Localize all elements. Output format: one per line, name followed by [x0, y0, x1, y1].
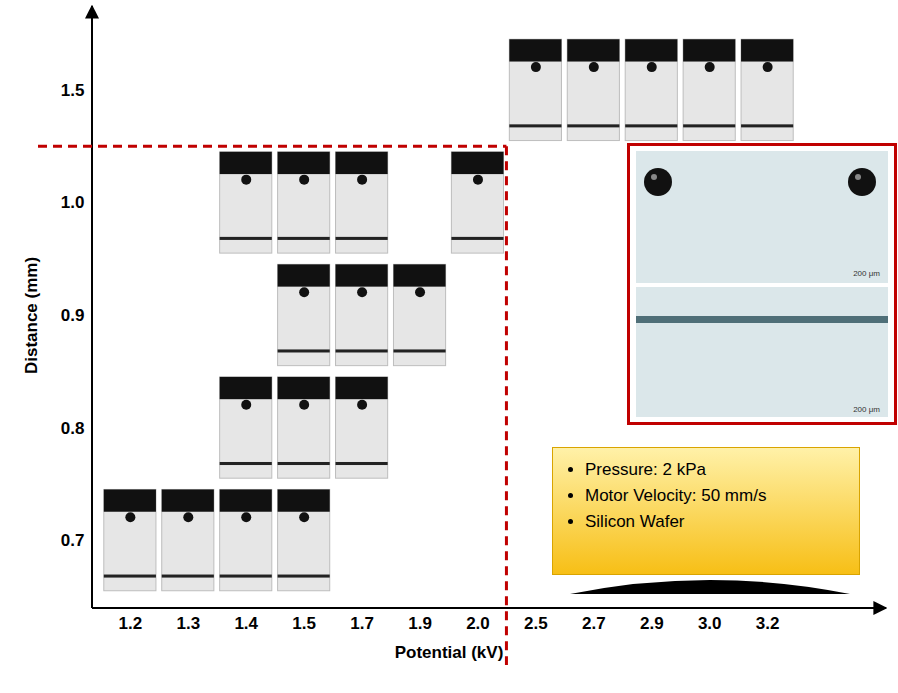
html-text:Silicon Wafer: Silicon Wafer: [585, 512, 685, 531]
svg-text:1.0: 1.0: [61, 193, 85, 212]
svg-text:2.0: 2.0: [466, 614, 490, 633]
svg-text:2.9: 2.9: [640, 614, 664, 633]
svg-text:200 μm: 200 μm: [853, 269, 880, 278]
svg-text:1.5: 1.5: [61, 81, 85, 100]
svg-text:1.2: 1.2: [119, 614, 143, 633]
svg-text:200 μm: 200 μm: [853, 405, 880, 414]
svg-text:Potential (kV): Potential (kV): [395, 643, 504, 662]
svg-text:1.9: 1.9: [408, 614, 432, 633]
svg-text:1.5: 1.5: [292, 614, 316, 633]
svg-text:0.9: 0.9: [61, 306, 85, 325]
svg-text:0.7: 0.7: [61, 531, 85, 550]
svg-text:1.7: 1.7: [350, 614, 374, 633]
svg-text:Distance (mm): Distance (mm): [22, 257, 41, 374]
html-text:Pressure: 2 kPa: Pressure: 2 kPa: [585, 460, 706, 479]
svg-text:3.0: 3.0: [698, 614, 722, 633]
svg-text:2.5: 2.5: [524, 614, 548, 633]
svg-text:2.7: 2.7: [582, 614, 606, 633]
svg-text:1.3: 1.3: [176, 614, 200, 633]
svg-text:0.8: 0.8: [61, 418, 85, 437]
svg-text:1.4: 1.4: [234, 614, 258, 633]
html-text:Motor Velocity: 50 mm/s: Motor Velocity: 50 mm/s: [585, 486, 767, 505]
svg-text:3.2: 3.2: [756, 614, 780, 633]
